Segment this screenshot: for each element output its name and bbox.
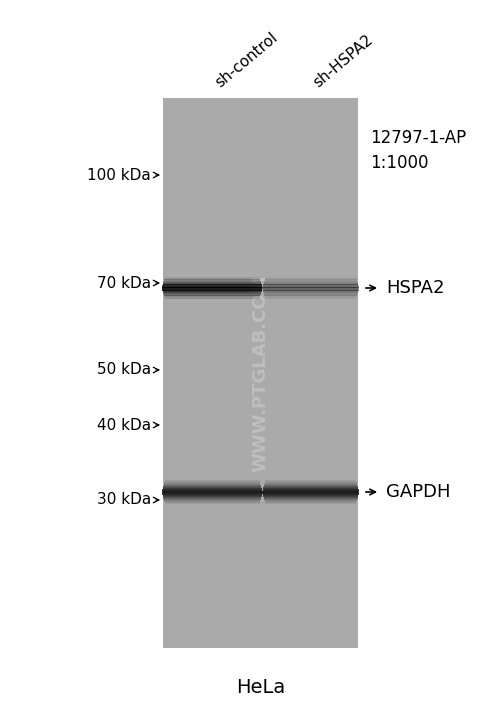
- Text: 100 kDa: 100 kDa: [88, 168, 151, 182]
- Text: sh-HSPA2: sh-HSPA2: [310, 32, 376, 90]
- Text: 40 kDa: 40 kDa: [97, 418, 151, 433]
- Text: 12797-1-AP: 12797-1-AP: [370, 129, 466, 147]
- Text: GAPDH: GAPDH: [386, 483, 450, 501]
- Text: 50 kDa: 50 kDa: [97, 362, 151, 377]
- Text: WWW.PTGLAB.COM: WWW.PTGLAB.COM: [252, 274, 270, 472]
- Text: sh-control: sh-control: [212, 30, 280, 90]
- Text: 1:1000: 1:1000: [370, 154, 428, 172]
- Text: 70 kDa: 70 kDa: [97, 276, 151, 290]
- Text: 30 kDa: 30 kDa: [97, 492, 151, 508]
- Bar: [163, 98, 358, 648]
- Text: HeLa: HeLa: [236, 678, 285, 697]
- Text: HSPA2: HSPA2: [386, 279, 444, 297]
